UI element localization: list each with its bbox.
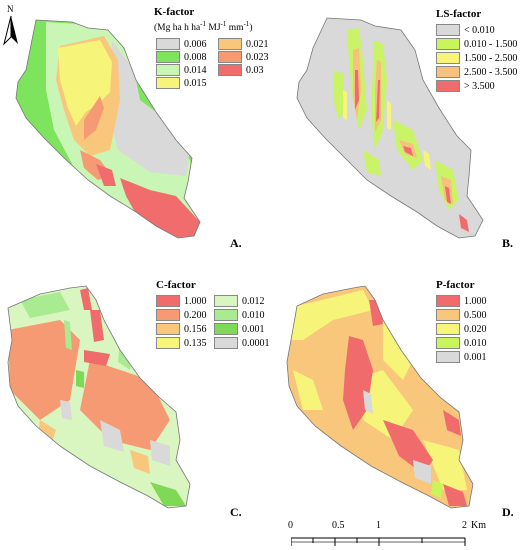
legend-label: 0.135 bbox=[184, 337, 207, 349]
c-factor-legend: 1.000 0.012 0.200 0.010 0.156 0.001 0.135 0.000… bbox=[156, 295, 270, 375]
scale-tick-label: 0.5 bbox=[332, 520, 345, 531]
scale-tick-label: 1 bbox=[376, 520, 381, 531]
legend-label: 0.200 bbox=[184, 309, 207, 321]
legend-swatch bbox=[156, 51, 180, 63]
legend-swatch bbox=[436, 38, 460, 50]
legend-swatch bbox=[218, 64, 242, 76]
legend-swatch bbox=[436, 351, 460, 363]
legend-item: 0.021 bbox=[218, 38, 269, 50]
c-factor-title: C-factor bbox=[156, 279, 196, 291]
p-factor-title: P-factor bbox=[436, 279, 475, 291]
legend-swatch bbox=[156, 64, 180, 76]
legend-label: 0.010 - 1.500 bbox=[464, 38, 518, 50]
legend-swatch bbox=[156, 337, 180, 349]
legend-swatch bbox=[436, 295, 460, 307]
scale-bar: 0 0.5 1 2 Km bbox=[285, 520, 515, 548]
p-factor-legend: 1.000 0.500 0.020 0.010 0.001 bbox=[436, 295, 527, 385]
legend-label: 0.023 bbox=[246, 51, 269, 63]
legend-swatch bbox=[436, 66, 460, 78]
legend-item: 0.135 bbox=[156, 337, 207, 349]
legend-swatch bbox=[214, 295, 238, 307]
ls-factor-title: LS-factor bbox=[436, 8, 482, 20]
scale-tick-label: 0 bbox=[288, 520, 293, 531]
legend-item: < 0.010 bbox=[436, 24, 495, 36]
legend-swatch bbox=[436, 309, 460, 321]
k-factor-title: K-factor bbox=[154, 6, 195, 18]
legend-label: 0.0001 bbox=[242, 337, 270, 349]
legend-label: 0.008 bbox=[184, 51, 207, 63]
legend-item: 0.156 bbox=[156, 323, 207, 335]
legend-item: 0.001 bbox=[436, 351, 487, 363]
legend-label: 0.001 bbox=[242, 323, 265, 335]
legend-item: > 3.500 bbox=[436, 80, 495, 92]
legend-item: 0.020 bbox=[436, 323, 487, 335]
legend-label: 0.015 bbox=[184, 77, 207, 89]
legend-swatch bbox=[436, 80, 460, 92]
legend-swatch bbox=[156, 38, 180, 50]
legend-item: 1.000 bbox=[436, 295, 487, 307]
legend-item: 0.015 bbox=[156, 77, 207, 89]
legend-label: 0.001 bbox=[464, 351, 487, 363]
k-factor-unit: (Mg ha h ha-1 MJ-1 mm-1) bbox=[154, 20, 253, 34]
scale-tick-label: 2 bbox=[462, 520, 467, 531]
panel-letter-c: C. bbox=[230, 505, 242, 519]
north-arrow-icon bbox=[3, 16, 18, 46]
scale-unit: Km bbox=[471, 520, 486, 531]
legend-label: 0.156 bbox=[184, 323, 207, 335]
legend-label: 0.010 bbox=[242, 309, 265, 321]
north-label: N bbox=[7, 4, 14, 14]
legend-item: 0.006 bbox=[156, 38, 207, 50]
legend-item: 0.0001 bbox=[214, 337, 270, 349]
legend-label: 0.010 bbox=[464, 337, 487, 349]
legend-label: 0.006 bbox=[184, 38, 207, 50]
legend-swatch bbox=[214, 337, 238, 349]
legend-item: 1.000 bbox=[156, 295, 207, 307]
legend-label: 1.000 bbox=[184, 295, 207, 307]
legend-label: 0.03 bbox=[246, 64, 264, 76]
legend-label: 0.500 bbox=[464, 309, 487, 321]
legend-item: 0.023 bbox=[218, 51, 269, 63]
legend-swatch bbox=[214, 309, 238, 321]
legend-swatch bbox=[218, 51, 242, 63]
legend-swatch bbox=[156, 323, 180, 335]
legend-item: 0.200 bbox=[156, 309, 207, 321]
legend-item: 0.001 bbox=[214, 323, 265, 335]
legend-swatch bbox=[436, 337, 460, 349]
scale-tick-labels: 0 0.5 1 2 Km bbox=[285, 520, 515, 534]
legend-item: 0.014 bbox=[156, 64, 207, 76]
legend-swatch bbox=[218, 38, 242, 50]
legend-swatch bbox=[214, 323, 238, 335]
legend-swatch bbox=[436, 323, 460, 335]
legend-item: 0.010 - 1.500 bbox=[436, 38, 517, 50]
legend-label: 2.500 - 3.500 bbox=[464, 66, 518, 78]
legend-item: 0.012 bbox=[214, 295, 265, 307]
legend-label: 0.014 bbox=[184, 64, 207, 76]
legend-label: 0.020 bbox=[464, 323, 487, 335]
legend-item: 0.010 bbox=[214, 309, 265, 321]
legend-swatch bbox=[436, 52, 460, 64]
legend-item: 0.008 bbox=[156, 51, 207, 63]
legend-swatch bbox=[156, 77, 180, 89]
legend-item: 0.500 bbox=[436, 309, 487, 321]
legend-item: 0.010 bbox=[436, 337, 487, 349]
legend-label: 1.000 bbox=[464, 295, 487, 307]
legend-label: 0.021 bbox=[246, 38, 269, 50]
ls-factor-legend: < 0.010 0.010 - 1.500 1.500 - 2.500 2.500 -… bbox=[436, 24, 527, 114]
legend-item: 1.500 - 2.500 bbox=[436, 52, 517, 64]
legend-swatch bbox=[156, 295, 180, 307]
legend-label: 1.500 - 2.500 bbox=[464, 52, 518, 64]
legend-swatch bbox=[436, 24, 460, 36]
legend-label: < 0.010 bbox=[464, 24, 495, 36]
north-arrow: N bbox=[3, 4, 19, 46]
legend-label: 0.012 bbox=[242, 295, 265, 307]
panel-letter-a: A. bbox=[230, 236, 242, 250]
legend-item: 0.03 bbox=[218, 64, 264, 76]
legend-item: 2.500 - 3.500 bbox=[436, 66, 517, 78]
scale-bar-graphic bbox=[291, 537, 466, 546]
panel-letter-d: D. bbox=[502, 505, 514, 519]
legend-label: > 3.500 bbox=[464, 80, 495, 92]
panel-letter-b: B. bbox=[502, 236, 514, 250]
k-factor-legend: 0.006 0.021 0.008 0.023 0.014 0.03 0.015 bbox=[156, 38, 276, 108]
legend-swatch bbox=[156, 309, 180, 321]
